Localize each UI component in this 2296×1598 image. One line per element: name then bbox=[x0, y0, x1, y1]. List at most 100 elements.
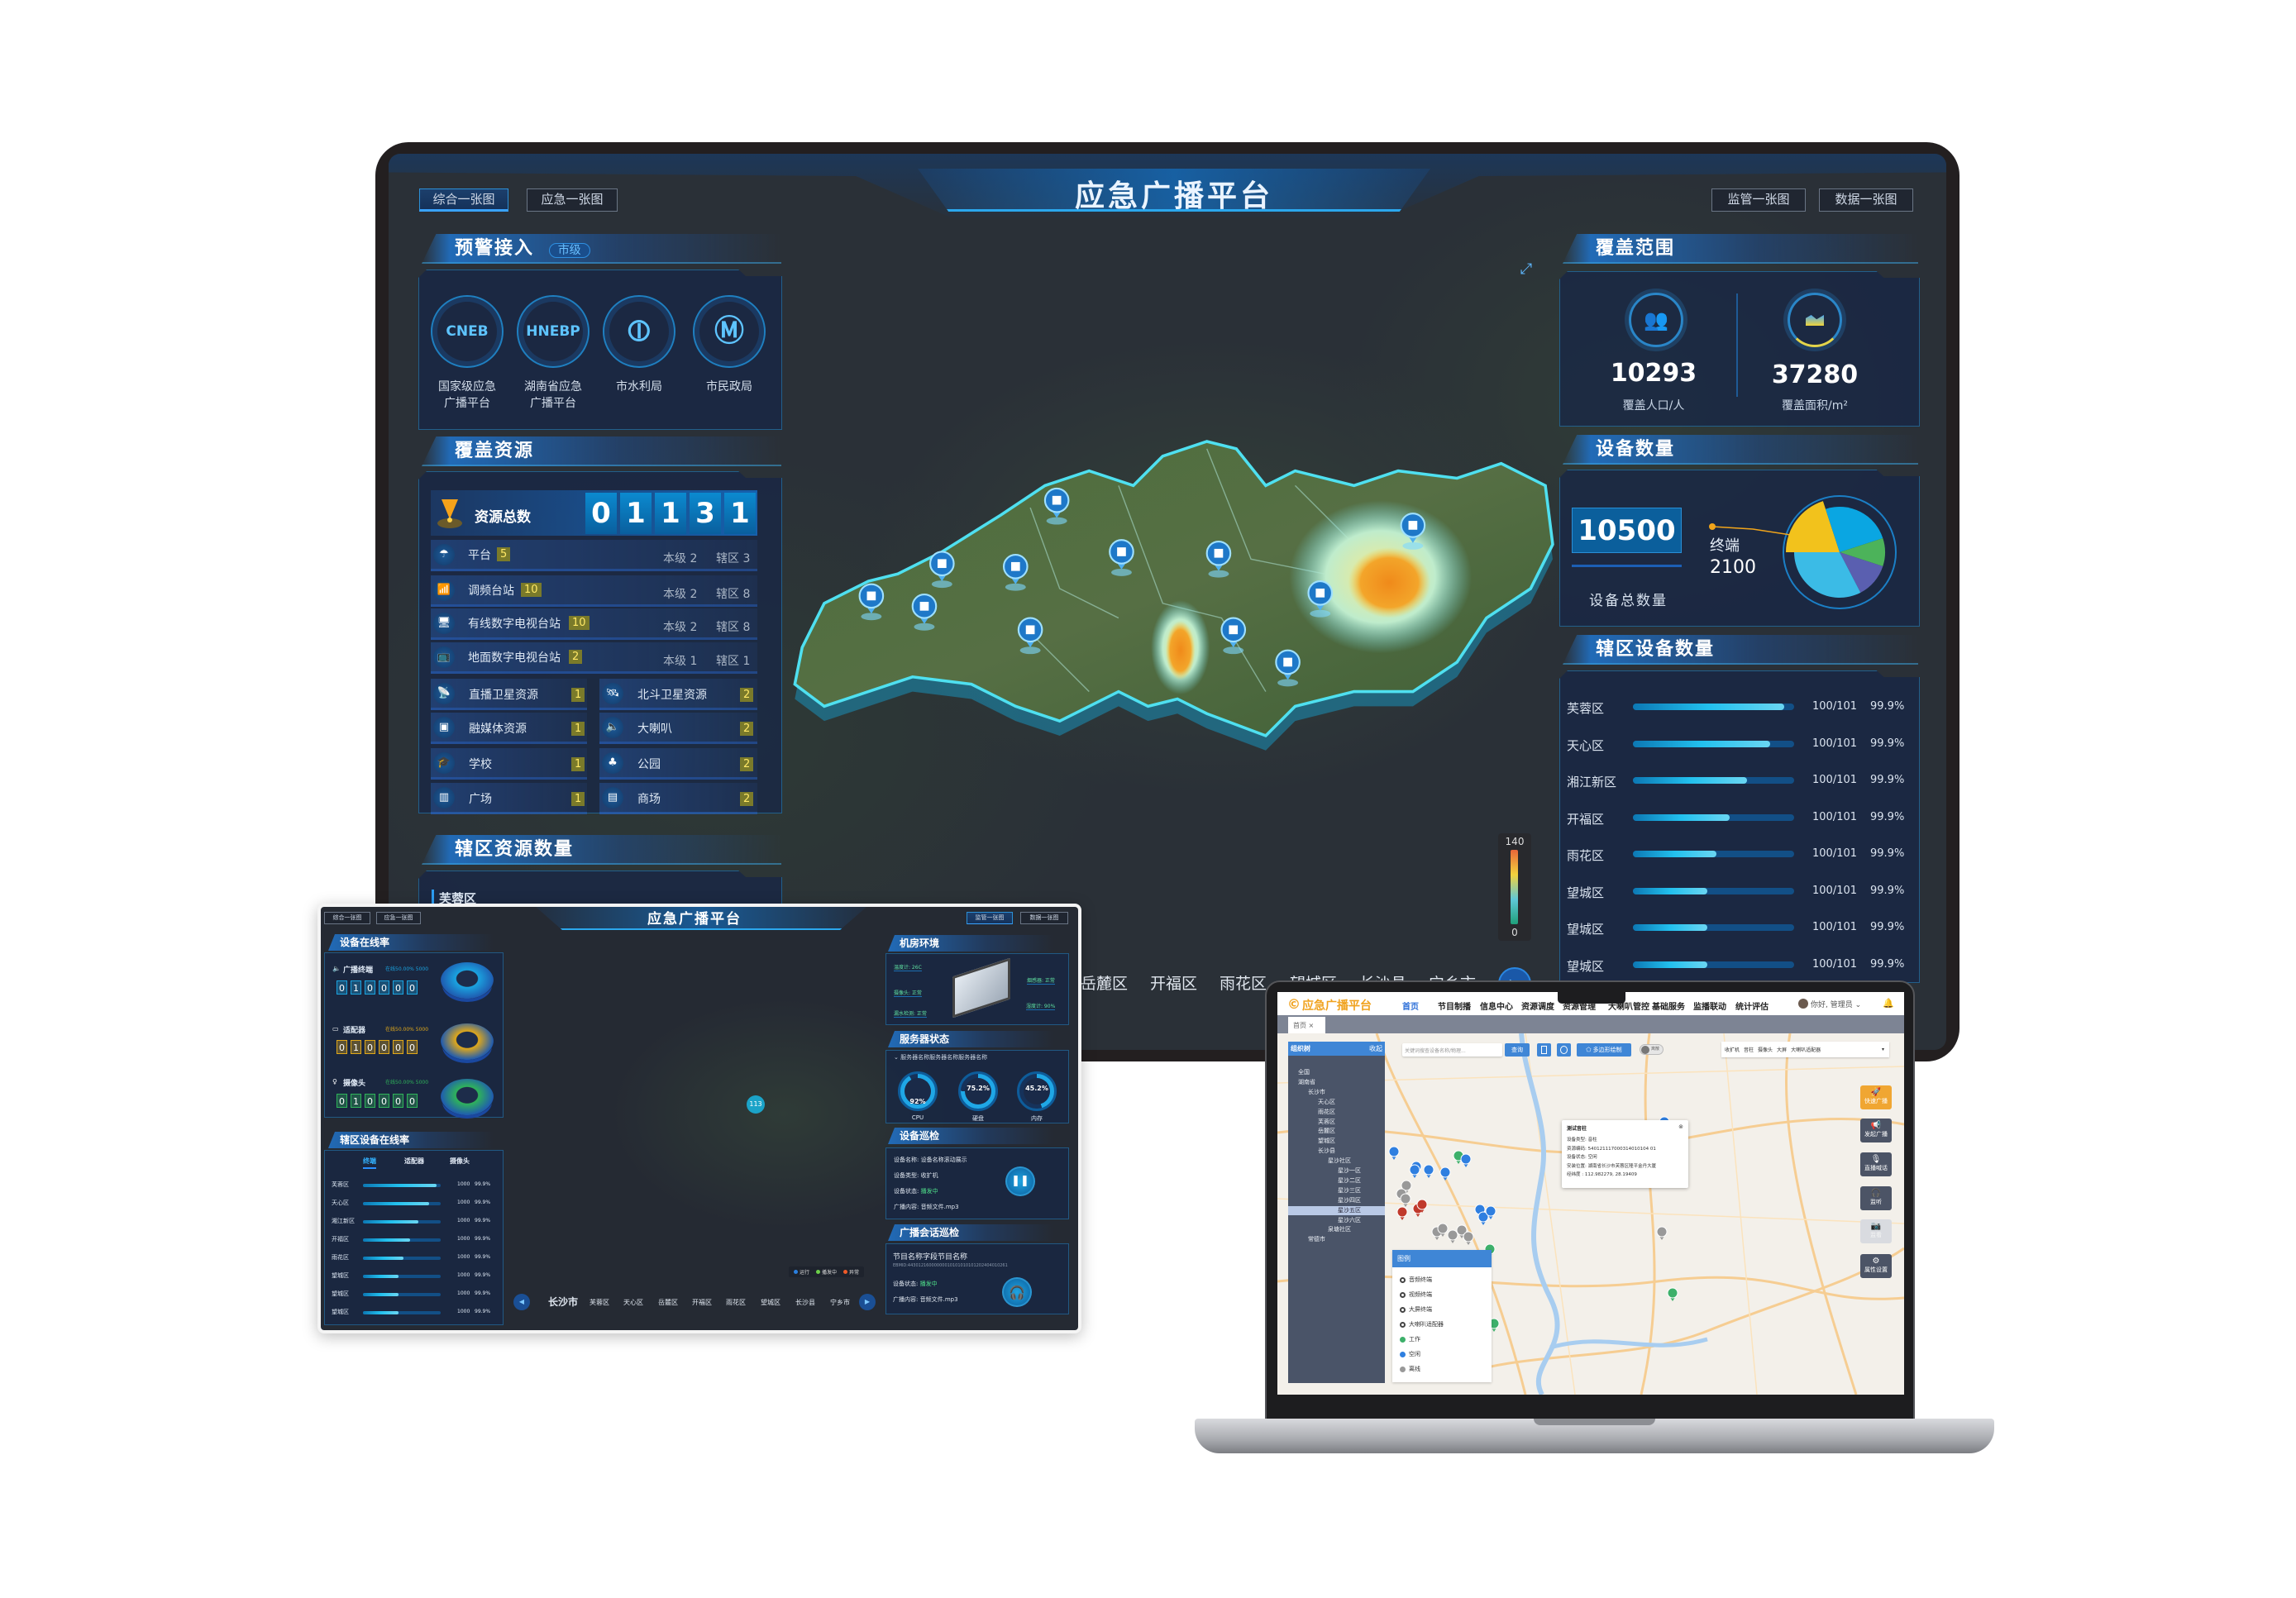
tree-node[interactable]: 泉塘社区 bbox=[1328, 1226, 1351, 1233]
headphones-action-button[interactable]: 🎧 监听 bbox=[1860, 1186, 1892, 1210]
query-button[interactable]: 查询 bbox=[1505, 1043, 1530, 1057]
nav-menu-2[interactable]: 信息中心 bbox=[1480, 1003, 1513, 1012]
map-marker[interactable] bbox=[1002, 553, 1029, 591]
map-marker[interactable] bbox=[1220, 617, 1247, 655]
collapse-tree-button[interactable]: 收起 bbox=[1369, 1045, 1382, 1052]
user-menu[interactable]: 你好, 管理员 ⌄ bbox=[1811, 1001, 1862, 1009]
tree-node[interactable]: 星沙四区 bbox=[1338, 1196, 1361, 1204]
device-marker[interactable] bbox=[1396, 1206, 1408, 1220]
tab-data-map[interactable]: 数据一张图 bbox=[1819, 188, 1913, 212]
nav-menu-1[interactable]: 节目制播 bbox=[1438, 1003, 1471, 1012]
device-marker[interactable] bbox=[1400, 1193, 1411, 1207]
device-marker[interactable] bbox=[1463, 1231, 1474, 1245]
map-marker[interactable] bbox=[1043, 487, 1070, 525]
tree-node[interactable]: 常德市 bbox=[1308, 1236, 1325, 1243]
tree-node[interactable]: 星沙五区 bbox=[1288, 1205, 1385, 1215]
source-logo-3[interactable]: Ⓜ bbox=[693, 295, 766, 368]
polygon-draw-button[interactable]: ⬠ 多边形绘制 bbox=[1577, 1043, 1631, 1057]
device-marker[interactable] bbox=[1401, 1180, 1412, 1194]
filter-chip[interactable]: 大喇叭适配器 bbox=[1791, 1047, 1821, 1053]
device-marker[interactable] bbox=[1456, 1224, 1468, 1238]
admin-avatar[interactable] bbox=[1798, 999, 1808, 1009]
device-marker[interactable] bbox=[1437, 1223, 1449, 1237]
tab-emergency-map[interactable]: 应急一张图 bbox=[527, 188, 618, 212]
pie-slice[interactable] bbox=[1840, 552, 1883, 593]
tree-node[interactable]: 星沙六区 bbox=[1338, 1216, 1361, 1224]
microphone-action-button[interactable]: 🎙 直播喊话 bbox=[1860, 1152, 1892, 1176]
circle-select-button[interactable] bbox=[1557, 1043, 1571, 1057]
district-nav-item[interactable]: 开福区 bbox=[1150, 975, 1198, 993]
district-nav-item[interactable]: 岳麓区 bbox=[1081, 975, 1129, 993]
tree-node[interactable]: 雨花区 bbox=[1318, 1108, 1335, 1115]
nav-menu-8[interactable]: 统计评估 bbox=[1735, 1003, 1769, 1012]
rectangle-select-button[interactable] bbox=[1537, 1043, 1551, 1057]
filter-chip[interactable]: 摄像头 bbox=[1758, 1047, 1773, 1053]
nav-menu-7[interactable]: 监播联动 bbox=[1693, 1003, 1726, 1012]
device-marker[interactable] bbox=[1656, 1226, 1668, 1240]
device-marker[interactable] bbox=[1388, 1146, 1400, 1160]
popup-close-icon[interactable]: ⊗ bbox=[1678, 1123, 1683, 1130]
district-nav-item[interactable]: 雨花区 bbox=[1220, 975, 1267, 993]
device-marker[interactable] bbox=[1439, 1166, 1451, 1181]
tree-node[interactable]: 星沙社区 bbox=[1328, 1157, 1351, 1165]
device-marker[interactable] bbox=[1477, 1211, 1489, 1225]
nav-menu-5[interactable]: 大喇叭管控 bbox=[1608, 1003, 1649, 1012]
device-marker[interactable] bbox=[1416, 1199, 1428, 1213]
filter-chip[interactable]: 大屏 bbox=[1777, 1047, 1788, 1053]
tree-node[interactable]: 长沙市 bbox=[1308, 1088, 1325, 1095]
source-logo-0[interactable]: CNEB bbox=[431, 295, 504, 368]
search-input[interactable]: 关键词搜查设备名称/物理... bbox=[1402, 1043, 1502, 1057]
pie-slice[interactable] bbox=[1826, 507, 1883, 552]
bell-icon[interactable]: 🔔 bbox=[1883, 998, 1894, 1009]
page-tab-home[interactable]: 首页 × bbox=[1288, 1017, 1325, 1033]
map-marker[interactable] bbox=[929, 551, 955, 589]
close-tab-icon[interactable]: × bbox=[1308, 1022, 1315, 1029]
map-marker[interactable] bbox=[1017, 617, 1043, 655]
tree-node[interactable]: 望城区 bbox=[1318, 1138, 1335, 1145]
source-logo-1[interactable]: HNEBP bbox=[517, 295, 590, 368]
nav-menu-0[interactable]: 首页 bbox=[1402, 1003, 1419, 1012]
discrete-toggle[interactable]: 离散 bbox=[1640, 1044, 1664, 1055]
map-marker[interactable] bbox=[911, 594, 938, 631]
tree-node[interactable]: 长沙县 bbox=[1318, 1147, 1335, 1155]
fullscreen-icon[interactable]: ⤢ bbox=[1520, 260, 1533, 278]
pie-slice[interactable] bbox=[1786, 501, 1840, 552]
filter-chip[interactable]: 收扩机 bbox=[1725, 1047, 1740, 1053]
nav-menu-6[interactable]: 基础服务 bbox=[1652, 1003, 1685, 1012]
gear-action-button[interactable]: ⚙ 属性设置 bbox=[1860, 1254, 1892, 1278]
nav-menu-3[interactable]: 资源调度 bbox=[1521, 1003, 1554, 1012]
device-marker[interactable] bbox=[1409, 1164, 1420, 1178]
tree-node[interactable]: 芙蓉区 bbox=[1318, 1118, 1335, 1125]
tree-node[interactable]: 全国 bbox=[1298, 1069, 1310, 1076]
tree-node[interactable]: 湖南省 bbox=[1298, 1078, 1315, 1085]
filter-dropdown-caret[interactable]: ▾ bbox=[1881, 1047, 1884, 1052]
filter-chip[interactable]: 音柱 bbox=[1744, 1047, 1754, 1053]
map-marker[interactable] bbox=[858, 583, 885, 621]
broadcast-action-button[interactable]: 📢 发起广播 bbox=[1860, 1119, 1892, 1142]
device-marker[interactable] bbox=[1423, 1164, 1434, 1178]
tree-node[interactable]: 天心区 bbox=[1318, 1098, 1335, 1105]
map-marker[interactable] bbox=[1307, 580, 1334, 618]
map-marker[interactable] bbox=[1205, 540, 1232, 578]
device-marker[interactable] bbox=[1667, 1287, 1678, 1301]
map-marker[interactable] bbox=[1109, 539, 1134, 576]
tab-comprehensive-map[interactable]: 综合一张图 bbox=[419, 188, 508, 212]
map-marker[interactable] bbox=[1400, 513, 1426, 550]
tree-node[interactable]: 岳麓区 bbox=[1318, 1128, 1335, 1135]
tree-node[interactable]: 星沙二区 bbox=[1338, 1176, 1361, 1184]
device-marker[interactable] bbox=[1485, 1205, 1496, 1219]
device-marker[interactable] bbox=[1460, 1153, 1472, 1167]
source-logo-2[interactable]: ⦶ bbox=[603, 295, 675, 368]
pie-slice[interactable] bbox=[1794, 552, 1861, 598]
tree-node[interactable]: 星沙三区 bbox=[1338, 1186, 1361, 1194]
nav-menu-4[interactable]: 资源管理 bbox=[1563, 1003, 1596, 1012]
map-marker[interactable] bbox=[1275, 649, 1301, 687]
pie-slice[interactable] bbox=[1840, 538, 1885, 566]
rocket-action-button[interactable]: 🚀 快速广播 bbox=[1860, 1085, 1892, 1109]
level-badge[interactable]: 市级 bbox=[548, 243, 590, 258]
tree-node[interactable]: 星沙一区 bbox=[1338, 1167, 1361, 1174]
device-marker[interactable] bbox=[1447, 1229, 1458, 1243]
tab-supervision-map[interactable]: 监管一张图 bbox=[1711, 188, 1806, 212]
device-type-filter[interactable]: 收扩机 音柱 摄像头 大屏 大喇叭适配器 ▾ bbox=[1721, 1042, 1889, 1057]
